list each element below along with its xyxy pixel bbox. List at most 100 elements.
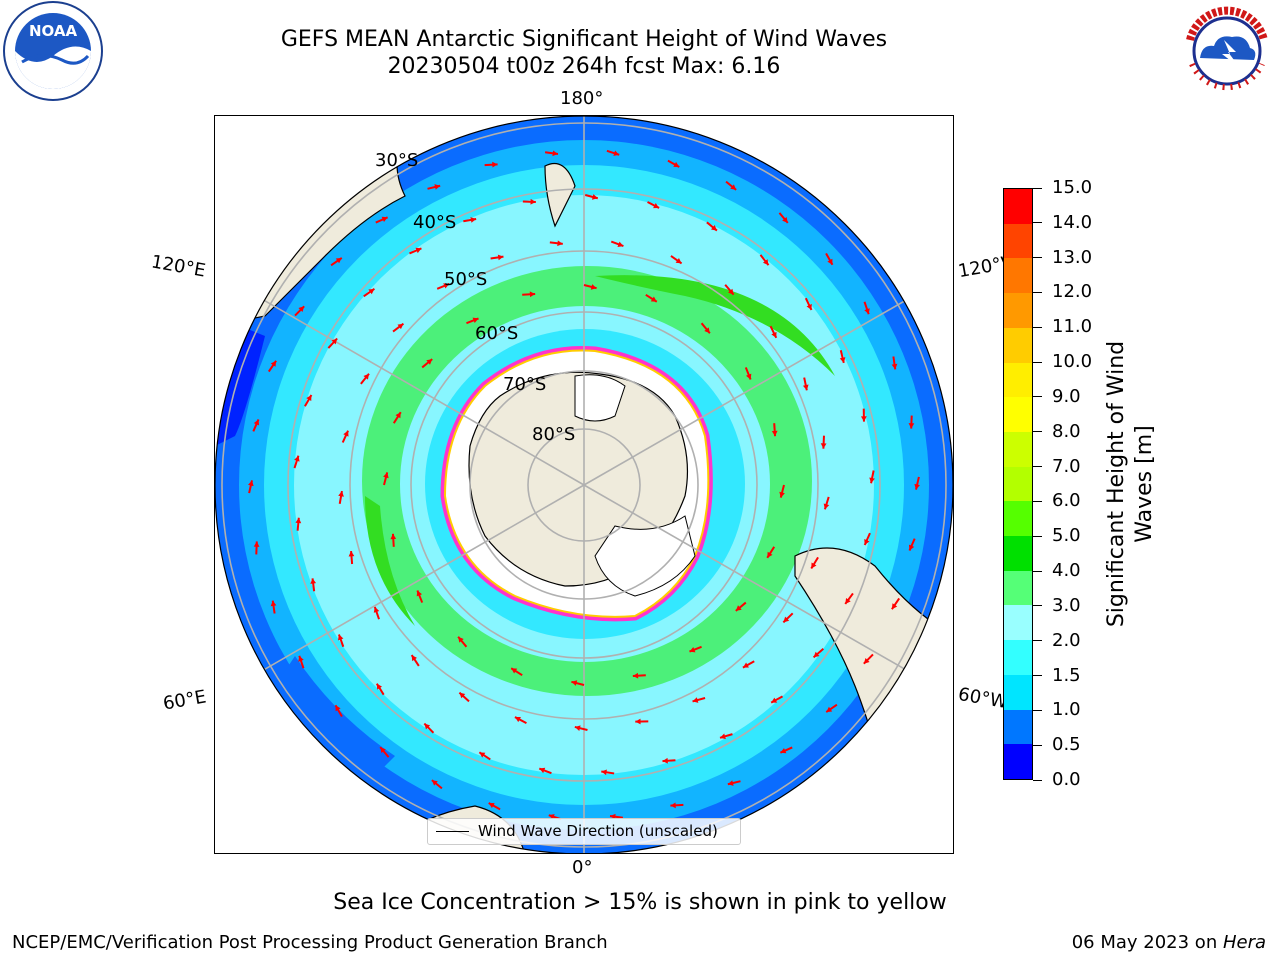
colorbar-tick-label: 6.0 xyxy=(1052,490,1081,512)
wave-arrow-head xyxy=(253,541,260,547)
wave-arrow-head xyxy=(368,288,375,295)
wave-arrow-head xyxy=(869,477,875,484)
wave-arrow-head xyxy=(864,308,870,315)
colorbar xyxy=(1003,188,1033,780)
colorbar-tick xyxy=(1033,640,1042,642)
sea-ice-note: Sea Ice Concentration > 15% is shown in … xyxy=(333,890,947,915)
wave-arrow-head xyxy=(306,395,312,401)
colorbar-segment xyxy=(1004,258,1032,294)
lat-label-70s: 70°S xyxy=(503,374,547,395)
wave-arrow-head xyxy=(380,747,386,754)
colorbar-tick xyxy=(1033,291,1042,293)
wave-arrow-head xyxy=(529,291,536,298)
lat-label-30s: 30°S xyxy=(375,150,419,171)
colorbar-tick xyxy=(1033,361,1042,363)
wave-arrow-head xyxy=(363,373,369,380)
colorbar-tick xyxy=(1033,744,1042,746)
wave-arrow-head xyxy=(811,562,817,569)
chart-title: GEFS MEAN Antarctic Significant Height o… xyxy=(280,27,888,52)
wave-arrow-head xyxy=(613,150,620,156)
wave-arrow-head xyxy=(294,455,300,462)
wave-arrow-head xyxy=(376,683,383,690)
wave-arrow-head xyxy=(720,733,726,740)
wave-arrow-head xyxy=(426,359,433,365)
wave-arrow-head xyxy=(248,480,254,487)
wave-arrow-head xyxy=(470,217,477,223)
wave-arrow-head xyxy=(479,752,486,758)
lat-label-60s: 60°S xyxy=(475,323,519,344)
wave-arrow-head xyxy=(914,483,920,490)
wave-arrow-head xyxy=(424,723,431,730)
wave-arrow-head xyxy=(434,184,441,190)
longitude-gridlines xyxy=(215,116,953,853)
wave-arrow-head xyxy=(802,384,809,391)
wave-arrow-head xyxy=(443,283,450,289)
wave-arrow-head xyxy=(617,241,624,247)
colorbar-tick xyxy=(1033,466,1042,468)
wave-arrow-head xyxy=(488,803,495,809)
wave-arrow-head xyxy=(730,184,737,190)
wave-arrow-head xyxy=(742,662,749,668)
colorbar-tick xyxy=(1033,605,1042,607)
wave-arrow-head xyxy=(762,259,769,266)
wave-arrow-head xyxy=(416,590,423,597)
lat-label-50s: 50°S xyxy=(444,269,488,290)
colorbar-tick xyxy=(1033,535,1042,537)
wave-arrow-head xyxy=(864,539,870,546)
colorbar-tick xyxy=(1033,675,1042,677)
wave-arrow-head xyxy=(511,668,518,674)
wave-arrow-head xyxy=(552,150,558,157)
lat-label-40s: 40°S xyxy=(413,212,457,233)
wave-arrow-head xyxy=(337,634,344,641)
wave-arrow-head xyxy=(397,323,404,330)
wave-arrow-head xyxy=(662,757,668,764)
colorbar-segment xyxy=(1004,466,1032,502)
wave-arrow-head xyxy=(670,802,676,809)
colorbar-tick-label: 4.0 xyxy=(1052,560,1081,582)
chart-subtitle: 20230504 t00z 264h fcst Max: 6.16 xyxy=(387,54,781,79)
colorbar-segment xyxy=(1004,744,1032,779)
wave-arrow-head xyxy=(348,551,355,557)
wave-arrow-head xyxy=(270,600,277,607)
wave-arrow-head xyxy=(298,306,305,313)
colorbar-tick-label: 13.0 xyxy=(1052,246,1093,268)
wave-arrow-head xyxy=(704,327,710,334)
wave-arrow-head xyxy=(270,360,277,367)
wave-max-west xyxy=(365,496,415,626)
wave-arrow-head xyxy=(514,716,521,723)
footer-host: Hera xyxy=(1222,932,1266,953)
lon-label-60e: 60°E xyxy=(161,686,208,715)
colorbar-tick xyxy=(1033,187,1042,189)
colorbar-segment xyxy=(1004,536,1032,571)
colorbar-tick-label: 1.0 xyxy=(1052,699,1081,721)
wave-arrow-head xyxy=(539,767,546,774)
wave-arrow-head xyxy=(591,194,598,200)
wave-arrow-head xyxy=(780,747,787,754)
colorbar-segment xyxy=(1004,640,1032,675)
colorbar-tick xyxy=(1033,222,1042,224)
colorbar-segment xyxy=(1004,431,1032,467)
wave-arrow-head xyxy=(298,655,304,662)
footer-date-text: 06 May 2023 on xyxy=(1071,932,1223,953)
wave-arrow-head xyxy=(635,718,641,725)
wave-arrow-head xyxy=(823,503,830,510)
wave-arrow-head xyxy=(331,338,338,345)
colorbar-segment xyxy=(1004,189,1032,224)
wave-arrow-head xyxy=(771,430,778,437)
legend-label: Wind Wave Direction (unscaled) xyxy=(478,822,718,840)
colorbar-tick xyxy=(1033,257,1042,259)
wave-arrow-head xyxy=(783,616,790,623)
colorbar-segment xyxy=(1004,501,1032,537)
nws-logo-icon xyxy=(1176,0,1278,102)
wave-arrow-head xyxy=(415,247,422,254)
lon-label-0: 0° xyxy=(572,857,593,878)
colorbar-segment xyxy=(1004,223,1032,259)
wave-arrow-head xyxy=(381,216,388,223)
lat-label-80s: 80°S xyxy=(532,424,576,445)
wave-arrow-head xyxy=(771,697,778,703)
wave-arrow-head xyxy=(735,605,742,611)
colorbar-segment xyxy=(1004,674,1032,710)
wave-arrow-head xyxy=(497,254,504,261)
wave-arrow-head xyxy=(771,331,777,338)
wave-arrow-head xyxy=(601,769,607,776)
